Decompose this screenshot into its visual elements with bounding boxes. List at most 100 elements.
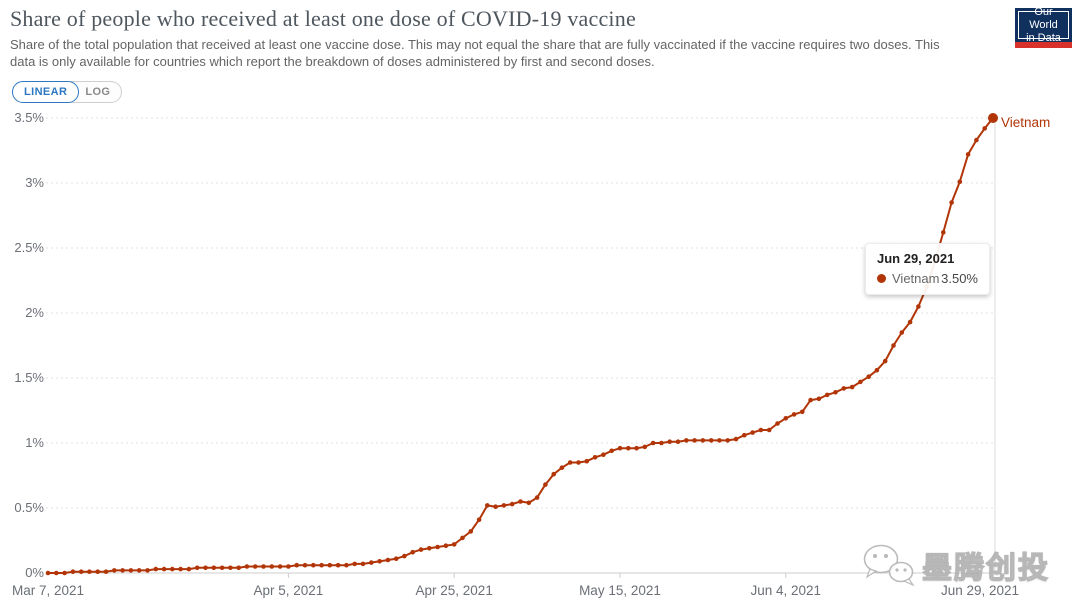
data-point[interactable] [800,409,805,415]
data-point-last[interactable] [988,113,998,123]
log-button[interactable]: LOG [69,81,123,103]
data-point[interactable] [675,439,681,445]
data-point[interactable] [468,529,474,534]
data-point[interactable] [418,547,424,552]
data-point[interactable] [360,561,366,567]
owid-logo[interactable]: Our World in Data [1015,6,1072,48]
data-point[interactable] [451,542,457,547]
data-point[interactable] [551,471,556,477]
data-point[interactable] [178,566,183,572]
data-point[interactable] [626,445,631,451]
data-point[interactable] [766,427,772,433]
data-point[interactable] [402,553,407,559]
data-point[interactable] [833,390,838,395]
data-point[interactable] [319,562,324,568]
data-point[interactable] [592,455,598,460]
data-point[interactable] [659,440,664,446]
data-point[interactable] [244,564,250,569]
data-point[interactable] [576,460,581,465]
data-point[interactable] [435,544,440,550]
data-point[interactable] [667,439,672,445]
data-point[interactable] [286,564,291,569]
data-point[interactable] [269,564,275,569]
data-point[interactable] [849,384,855,390]
data-point[interactable] [750,430,755,435]
data-point[interactable] [460,535,465,541]
data-point[interactable] [974,137,979,143]
data-point[interactable] [203,565,208,571]
data-point[interactable] [509,501,515,507]
data-point[interactable] [501,503,507,508]
data-point[interactable] [742,432,747,438]
data-point[interactable] [543,482,548,487]
data-point[interactable] [891,343,896,348]
data-point[interactable] [45,570,51,576]
data-point[interactable] [186,566,192,572]
data-point[interactable] [136,568,142,573]
data-point[interactable] [518,499,523,504]
linear-button[interactable]: LINEAR [12,81,80,103]
data-point[interactable] [54,570,59,576]
data-point[interactable] [692,438,697,443]
data-point[interactable] [899,330,905,335]
data-point[interactable] [684,438,689,443]
data-point[interactable] [211,565,217,571]
data-point[interactable] [443,543,449,548]
data-point[interactable] [775,421,780,426]
data-point[interactable] [783,416,789,421]
data-point[interactable] [128,568,134,573]
data-point[interactable] [642,444,648,450]
data-point[interactable] [874,367,880,373]
data-point[interactable] [758,427,764,433]
data-point[interactable] [228,565,233,571]
data-point[interactable] [601,452,606,458]
data-point[interactable] [824,392,830,398]
data-point[interactable] [717,438,722,443]
data-point[interactable] [634,445,639,451]
data-point[interactable] [816,396,822,402]
data-point[interactable] [87,569,92,574]
data-point[interactable] [385,557,391,563]
data-point[interactable] [236,565,241,571]
data-point[interactable] [194,565,200,571]
data-point[interactable] [335,562,341,568]
data-point[interactable] [725,438,730,443]
data-point[interactable] [352,561,358,567]
data-point[interactable] [708,438,714,443]
data-point[interactable] [153,566,159,572]
data-point[interactable] [493,504,498,510]
data-point[interactable] [858,379,863,385]
data-point[interactable] [70,569,76,574]
data-point[interactable] [219,565,225,571]
data-point[interactable] [559,465,565,471]
data-point[interactable] [369,560,374,565]
data-point[interactable] [916,304,921,309]
data-point[interactable] [78,569,84,574]
data-point[interactable] [808,397,813,403]
data-point[interactable] [733,436,739,442]
data-point[interactable] [941,230,946,235]
data-point[interactable] [584,458,590,464]
data-point[interactable] [145,568,150,573]
data-point[interactable] [302,562,308,568]
data-point[interactable] [882,358,888,364]
data-point[interactable] [427,546,432,551]
chart-svg[interactable]: 0% 0.5% 1% 1.5% 2% 2.5% 3% 3.5% Mar 7, 2021 Apr 5… [0,105,1080,607]
data-point[interactable] [112,568,117,573]
data-point[interactable] [791,412,797,417]
data-point[interactable] [311,562,316,568]
data-point[interactable] [377,559,382,564]
data-point[interactable] [95,569,100,574]
data-point[interactable] [485,503,490,508]
data-point[interactable] [261,564,266,569]
data-point[interactable] [62,570,67,576]
data-point[interactable] [609,448,614,454]
data-point[interactable] [700,438,706,443]
data-point[interactable] [866,374,871,380]
data-point[interactable] [907,319,913,325]
data-point[interactable] [957,179,963,184]
data-point[interactable] [982,126,987,131]
data-point[interactable] [393,556,399,561]
data-point[interactable] [161,566,167,572]
data-point[interactable] [277,564,283,569]
